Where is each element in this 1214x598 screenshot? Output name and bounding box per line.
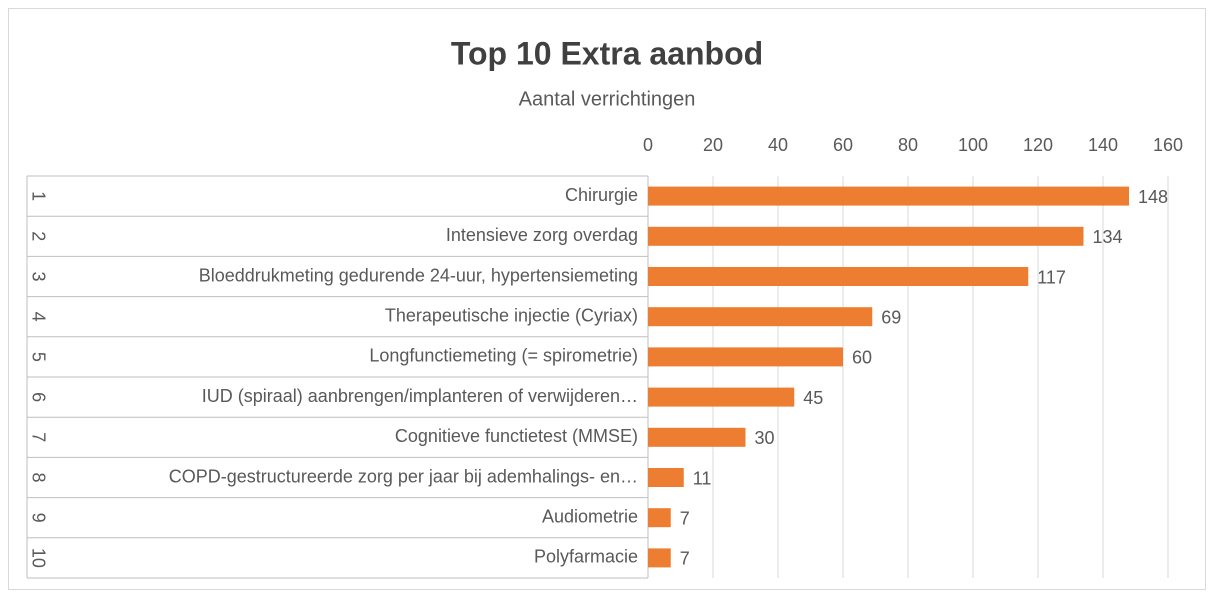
y-tick-label: COPD-gestructureerde zorg per jaar bij a… bbox=[169, 466, 638, 486]
y-tick-label: IUD (spiraal) aanbrengen/implanteren of … bbox=[202, 386, 638, 406]
y-tick-label: Intensieve zorg overdag bbox=[446, 225, 638, 245]
chart-title: Top 10 Extra aanbod bbox=[451, 35, 763, 71]
data-label: 7 bbox=[680, 508, 690, 528]
y-tick-label: Longfunctiemeting (= spirometrie) bbox=[369, 346, 638, 366]
group-label: 9 bbox=[28, 513, 48, 523]
data-label: 30 bbox=[755, 428, 775, 448]
x-tick-label: 0 bbox=[643, 135, 653, 155]
y-tick-label: Polyfarmacie bbox=[534, 547, 638, 567]
group-label: 5 bbox=[28, 352, 48, 362]
group-label: 1 bbox=[28, 191, 48, 201]
bar bbox=[648, 427, 746, 447]
chart-subtitle: Aantal verrichtingen bbox=[519, 88, 696, 110]
group-label: 6 bbox=[28, 392, 48, 402]
y-tick-label: Therapeutische injectie (Cyriax) bbox=[385, 305, 638, 325]
data-label: 134 bbox=[1093, 227, 1123, 247]
bar bbox=[648, 548, 671, 568]
x-tick-label: 80 bbox=[898, 135, 918, 155]
data-label: 45 bbox=[803, 388, 823, 408]
bar bbox=[648, 226, 1084, 246]
group-label: 3 bbox=[28, 271, 48, 281]
x-tick-label: 20 bbox=[703, 135, 723, 155]
group-label: 8 bbox=[28, 472, 48, 482]
bar bbox=[648, 307, 873, 327]
x-tick-label: 60 bbox=[833, 135, 853, 155]
bar bbox=[648, 267, 1029, 286]
data-label: 117 bbox=[1037, 267, 1066, 287]
x-tick-label: 140 bbox=[1088, 135, 1118, 155]
x-tick-label: 100 bbox=[958, 135, 988, 155]
bar bbox=[648, 508, 671, 528]
x-tick-label: 160 bbox=[1153, 135, 1183, 155]
group-label: 2 bbox=[28, 231, 48, 241]
bar bbox=[648, 468, 684, 487]
y-tick-label: Cognitieve functietest (MMSE) bbox=[395, 426, 638, 446]
data-label: 69 bbox=[881, 307, 901, 327]
x-tick-label: 120 bbox=[1023, 135, 1053, 155]
chart-frame bbox=[8, 8, 1206, 590]
y-tick-label: Chirurgie bbox=[565, 185, 638, 205]
group-label: 10 bbox=[28, 548, 48, 568]
group-label: 4 bbox=[28, 312, 48, 322]
bar bbox=[648, 347, 843, 367]
x-tick-label: 40 bbox=[768, 135, 788, 155]
y-tick-label: Audiometrie bbox=[542, 506, 638, 526]
bar bbox=[648, 186, 1129, 206]
data-label: 11 bbox=[693, 468, 712, 488]
y-tick-label: Bloeddrukmeting gedurende 24-uur, hypert… bbox=[199, 265, 638, 285]
group-label: 7 bbox=[28, 432, 48, 442]
bar bbox=[648, 387, 795, 407]
data-label: 60 bbox=[852, 348, 872, 368]
data-label: 7 bbox=[680, 549, 690, 569]
data-label: 148 bbox=[1138, 187, 1168, 207]
